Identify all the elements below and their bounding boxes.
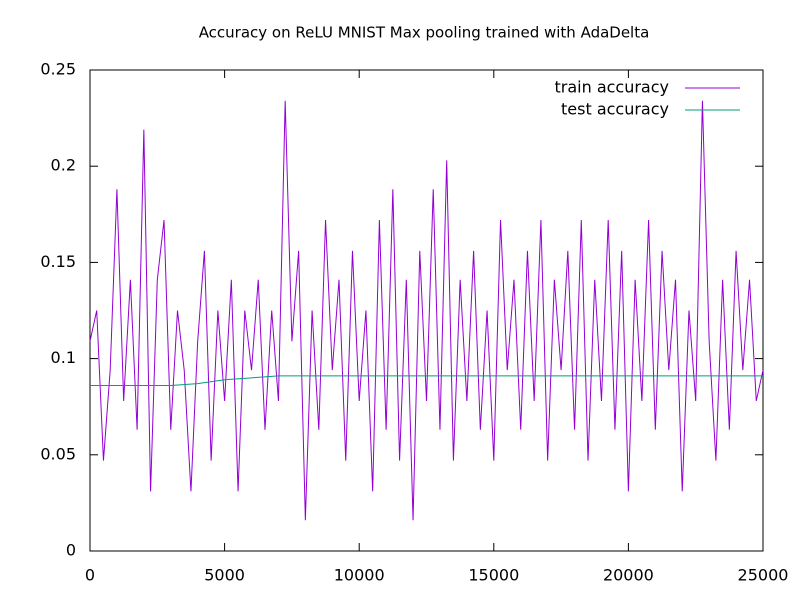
x-tick-label: 10000 xyxy=(334,566,385,585)
x-tick-label: 15000 xyxy=(468,566,519,585)
series-line xyxy=(90,375,763,387)
y-tick-label: 0.25 xyxy=(40,60,76,79)
y-tick-label: 0.05 xyxy=(40,444,76,463)
x-tick-label: 20000 xyxy=(603,566,654,585)
plot-frame xyxy=(89,69,764,552)
x-tick-label: 0 xyxy=(85,566,95,585)
y-tick-label: 0.15 xyxy=(40,252,76,271)
legend-label: train accuracy xyxy=(554,78,669,97)
x-tick-label: 25000 xyxy=(738,566,789,585)
y-tick-label: 0.2 xyxy=(51,156,76,175)
y-tick-label: 0.1 xyxy=(51,348,76,367)
series-line xyxy=(89,100,764,521)
legend-label: test accuracy xyxy=(561,100,669,119)
x-tick-label: 5000 xyxy=(204,566,245,585)
y-tick-label: 0 xyxy=(66,541,76,560)
chart-title: Accuracy on ReLU MNIST Max pooling train… xyxy=(199,24,650,42)
